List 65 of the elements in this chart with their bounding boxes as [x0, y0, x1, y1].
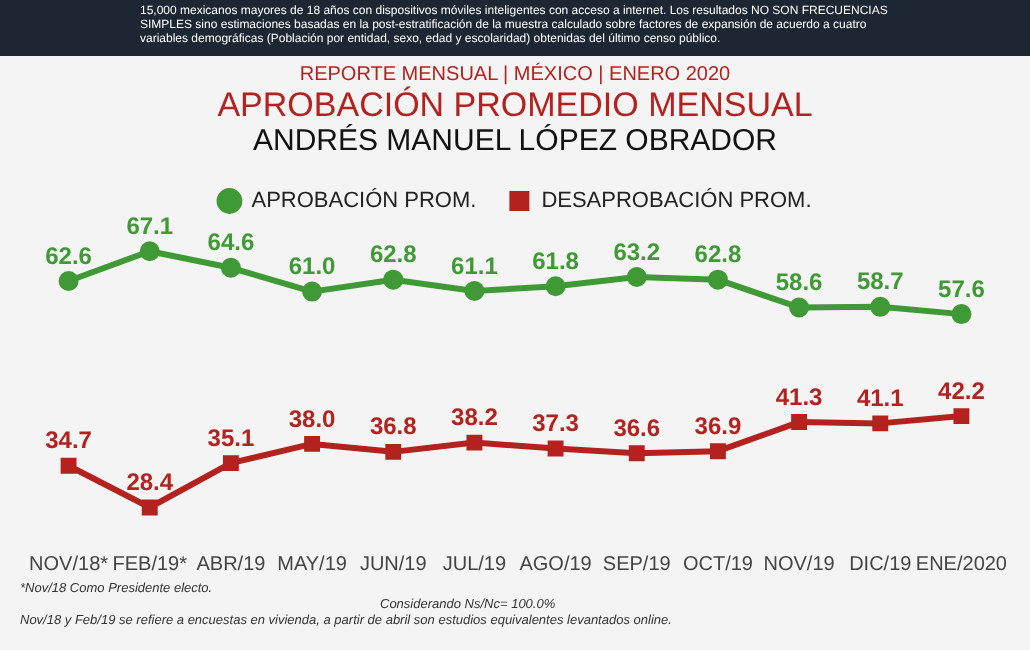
x-tick-label: OCT/19 [682, 553, 754, 576]
x-tick-label: JUL/19 [442, 553, 507, 576]
point [872, 415, 889, 432]
x-tick-label: ENE/2020 [915, 553, 1008, 576]
data-label: 34.7 [45, 426, 93, 455]
x-tick-label: DIC/19 [849, 553, 913, 576]
point [222, 455, 239, 472]
data-label: 58.7 [856, 267, 905, 296]
data-label: 62.6 [45, 241, 93, 270]
point [547, 440, 564, 457]
x-tick-label: NOV/18* [29, 553, 109, 576]
data-label: 42.2 [938, 376, 986, 405]
point [707, 269, 728, 290]
point [58, 271, 79, 291]
point [709, 443, 726, 460]
x-tick-label: JUN/19 [359, 553, 428, 576]
point [870, 296, 891, 317]
point [60, 457, 77, 474]
x-tick-label: MAY/19 [277, 553, 348, 576]
x-tick-label: ABR/19 [196, 553, 267, 576]
point [789, 297, 810, 318]
data-label: 35.1 [207, 423, 255, 452]
data-label: 36.8 [369, 412, 418, 441]
legend-label: DESAPROBACIÓN PROM. [541, 187, 812, 214]
point [220, 257, 241, 278]
point [139, 241, 160, 262]
point [628, 445, 645, 462]
data-label: 57.6 [938, 274, 986, 303]
point [626, 267, 647, 288]
point [545, 276, 566, 297]
point [953, 408, 970, 425]
data-label: 38.2 [451, 403, 499, 432]
point [466, 434, 483, 451]
point [464, 280, 485, 301]
data-label: 61.0 [288, 252, 337, 281]
point [791, 414, 808, 431]
data-label: 41.1 [856, 384, 905, 413]
point [383, 269, 404, 290]
data-label: 62.8 [369, 240, 418, 269]
data-label: 63.2 [613, 237, 661, 266]
data-label: 61.8 [532, 246, 580, 275]
data-label: 36.9 [694, 411, 742, 440]
point [385, 443, 402, 460]
data-label: 37.3 [532, 409, 580, 438]
x-tick-label: NOV/19 [763, 553, 836, 576]
point [141, 499, 158, 516]
point [951, 304, 972, 325]
data-label: 61.1 [451, 251, 499, 280]
chart-subtitle: ANDRÉS MANUEL LÓPEZ OBRADOR [251, 124, 779, 158]
chart-title: APROBACIÓN PROMEDIO MENSUAL [215, 86, 815, 124]
data-label: 28.4 [126, 468, 174, 497]
point [304, 435, 321, 452]
x-tick-label: SEP/19 [602, 553, 672, 576]
point [302, 281, 323, 302]
legend-label: APROBACIÓN PROM. [251, 187, 477, 214]
x-tick-label: FEB/19* [112, 553, 188, 576]
data-label: 67.1 [126, 211, 174, 240]
data-label: 38.0 [288, 404, 337, 433]
x-tick-label: AGO/19 [519, 553, 593, 576]
data-label: 62.8 [694, 240, 742, 269]
data-label: 64.6 [207, 228, 255, 257]
data-label: 41.3 [775, 382, 824, 411]
data-label: 58.6 [775, 268, 824, 297]
text: REPORTE MENSUAL | MÉXICO | ENERO 2020 [297, 64, 733, 86]
data-label: 36.6 [613, 413, 661, 442]
